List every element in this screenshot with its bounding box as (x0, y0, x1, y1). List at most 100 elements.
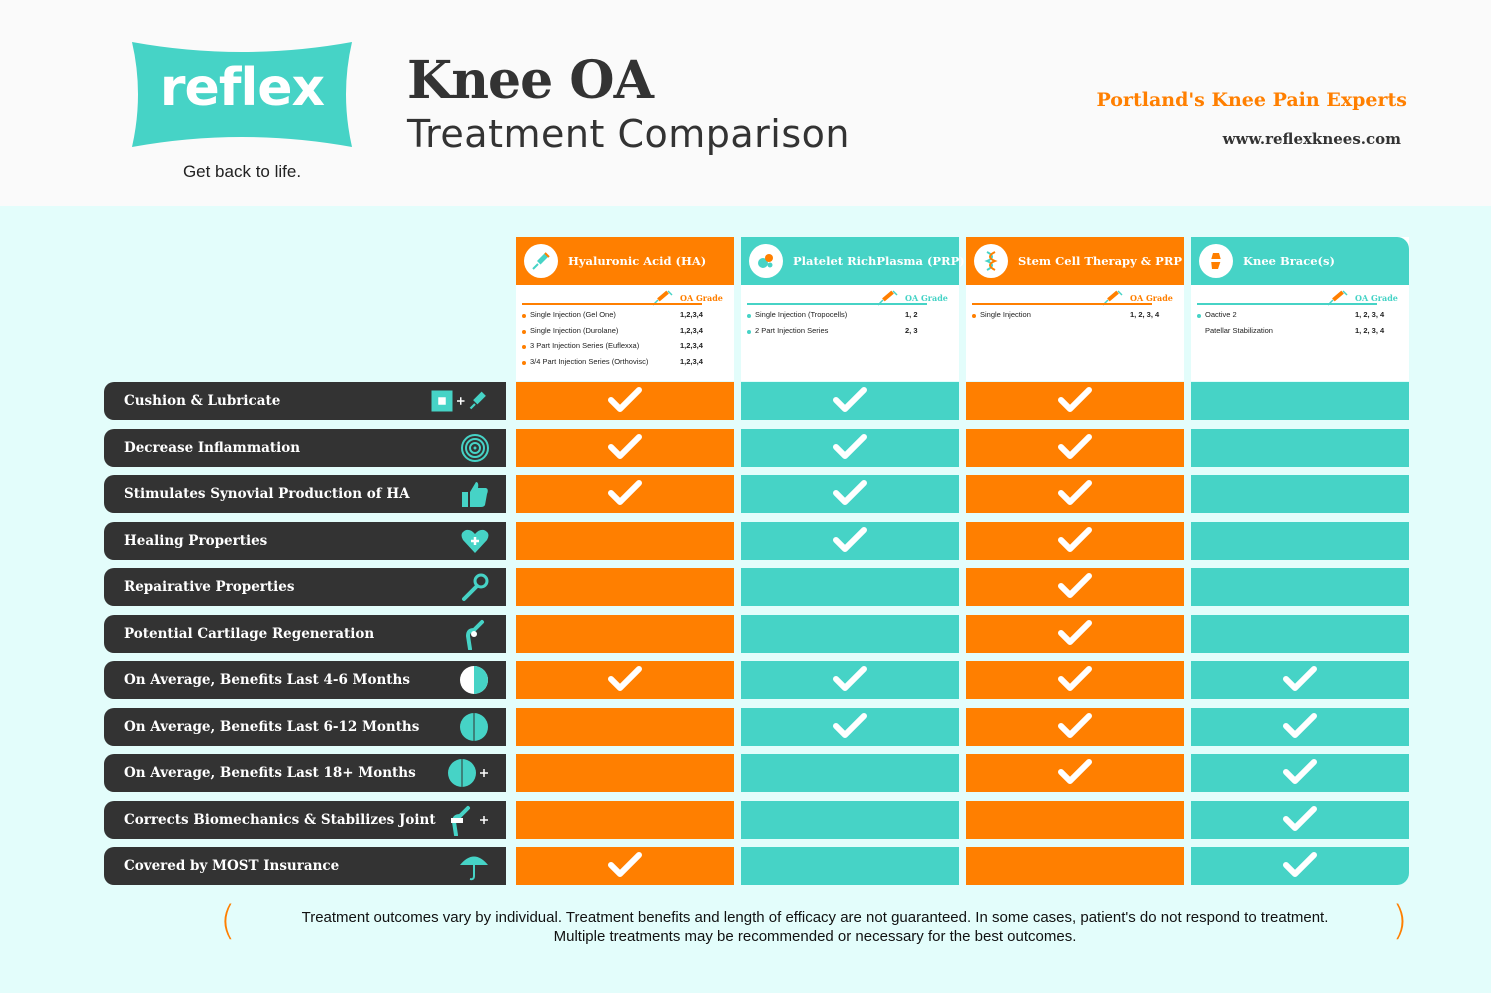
checkmark-icon (1057, 385, 1093, 417)
cushion-lubricate-icon (430, 385, 490, 417)
checkmark-icon (832, 711, 868, 743)
comparison-cell (741, 754, 959, 792)
treatment-option: 3 Part Injection Series (Euflexxa) 1,2,3,… (522, 341, 722, 357)
treatment-icon (1199, 244, 1233, 278)
treatment-header: Hyaluronic Acid (HA) (516, 237, 734, 285)
comparison-cell (741, 568, 959, 606)
comparison-cell (741, 614, 959, 653)
comparison-cell (1191, 382, 1409, 420)
comparison-cell (516, 428, 734, 467)
checkmark-icon (1282, 711, 1318, 743)
treatment-options: Oactive 2 1, 2, 3, 4 Patellar Stabilizatio… (1197, 310, 1397, 341)
page-subtitle: Treatment Comparison (407, 112, 850, 156)
treatment-options: Single Injection (Tropocells) 1, 2 2 Part … (747, 310, 947, 341)
bullet-dot (972, 314, 976, 318)
comparison-cell (741, 847, 959, 885)
knee-icon (430, 618, 490, 650)
row-label: Cushion & Lubricate (104, 382, 506, 420)
comparison-cell (741, 800, 959, 839)
row-label: Healing Properties (104, 521, 506, 560)
syringe-icon (1101, 289, 1125, 311)
option-name: 3/4 Part Injection Series (Orthovisc) (530, 356, 649, 366)
comparison-cell (1191, 475, 1409, 513)
row-label-text: On Average, Benefits Last 6-12 Months (124, 718, 420, 735)
checkmark-icon (1057, 757, 1093, 789)
disclaimer: Treatment outcomes vary by individual. T… (240, 908, 1390, 946)
option-grade: 1,2,3,4 (680, 356, 703, 366)
comparison-cell (1191, 568, 1409, 606)
treatment-option: 3/4 Part Injection Series (Orthovisc) 1,2… (522, 357, 722, 373)
open-paren: ( (220, 898, 236, 944)
option-name: 2 Part Injection Series (755, 325, 829, 335)
treatment-option: 2 Part Injection Series 2, 3 (747, 326, 947, 342)
comparison-cell (516, 847, 734, 885)
row-label: Corrects Biomechanics & Stabilizes Joint (104, 800, 506, 839)
comparison-cell (966, 707, 1184, 746)
treatment-icon (749, 244, 783, 278)
checkmark-icon (832, 664, 868, 696)
checkmark-icon (1057, 478, 1093, 510)
comparison-cell (966, 614, 1184, 653)
bullet-dot (747, 329, 751, 334)
row-label-text: Stimulates Synovial Production of HA (124, 486, 410, 502)
option-name: Single Injection (980, 310, 1031, 319)
bullet-dot (1197, 314, 1201, 318)
comparison-cell (516, 707, 734, 746)
row-label: Decrease Inflammation (104, 428, 506, 467)
option-grade: 1,2,3,4 (680, 325, 703, 335)
option-name: Single Injection (Durolane) (530, 325, 619, 335)
row-label: On Average, Benefits Last 4-6 Months (104, 661, 506, 699)
syringe-icon (651, 289, 675, 311)
comparison-cell (1191, 800, 1409, 839)
row-label-text: Decrease Inflammation (124, 439, 301, 456)
checkmark-icon (1057, 664, 1093, 696)
treatment-column-1: Hyaluronic Acid (HA) OA Grade Single Injec… (516, 237, 734, 381)
tagline: Get back to life. (182, 162, 302, 181)
oa-grade-label: OA Grade (1130, 293, 1173, 303)
comparison-cell (966, 568, 1184, 606)
checkmark-icon (1282, 757, 1318, 789)
treatment-option: Single Injection (Tropocells) 1, 2 (747, 310, 947, 326)
syringe-icon (1326, 289, 1350, 311)
option-grade: 1,2,3,4 (680, 341, 703, 350)
treatment-header: Stem Cell Therapy & PRP (966, 237, 1184, 285)
bullet-dot (522, 345, 526, 349)
treatment-header: Platelet RichPlasma (PRP) (741, 237, 965, 285)
checkmark-icon (832, 525, 868, 557)
oa-grade-label: OA Grade (905, 293, 948, 303)
row-label: Covered by MOST Insurance (104, 847, 506, 885)
treatment-column-2: Platelet RichPlasma (PRP) OA Grade Single … (741, 237, 965, 381)
row-label: Stimulates Synovial Production of HA (104, 475, 506, 513)
treatment-header: Knee Brace(s) (1191, 237, 1409, 285)
comparison-cell (1191, 428, 1409, 467)
checkmark-icon (1282, 850, 1318, 882)
comparison-cell (516, 800, 734, 839)
divider (972, 303, 1152, 305)
option-name: Single Injection (Gel One) (530, 310, 616, 319)
comparison-cell (966, 521, 1184, 560)
treatment-icon (524, 244, 558, 278)
option-name: Single Injection (Tropocells) (755, 310, 848, 319)
row-label-text: Healing Properties (124, 532, 268, 549)
option-grade: 1,2,3,4 (680, 310, 703, 319)
checkmark-icon (832, 432, 868, 464)
treatment-options: Single Injection (Gel One) 1,2,3,4 Single … (522, 310, 722, 372)
comparison-cell (516, 568, 734, 606)
comparison-cell (966, 800, 1184, 839)
full-circle-plus-icon (430, 757, 490, 789)
comparison-cell (516, 521, 734, 560)
treatment-option: Patellar Stabilization 1, 2, 3, 4 (1197, 326, 1397, 342)
checkmark-icon (1057, 618, 1093, 650)
option-name: Patellar Stabilization (1205, 325, 1273, 335)
comparison-cell (1191, 707, 1409, 746)
website-link[interactable]: www.reflexknees.com (1222, 130, 1401, 148)
option-grade: 1, 2, 3, 4 (1355, 325, 1385, 335)
divider (747, 303, 927, 305)
divider (1197, 303, 1377, 305)
row-label-text: Covered by MOST Insurance (124, 858, 340, 874)
inflammation-icon (430, 432, 490, 464)
row-label-text: Corrects Biomechanics & Stabilizes Joint (124, 811, 436, 828)
comparison-cell (966, 754, 1184, 792)
bullet-dot (522, 360, 526, 365)
row-label-text: Cushion & Lubricate (124, 393, 281, 409)
